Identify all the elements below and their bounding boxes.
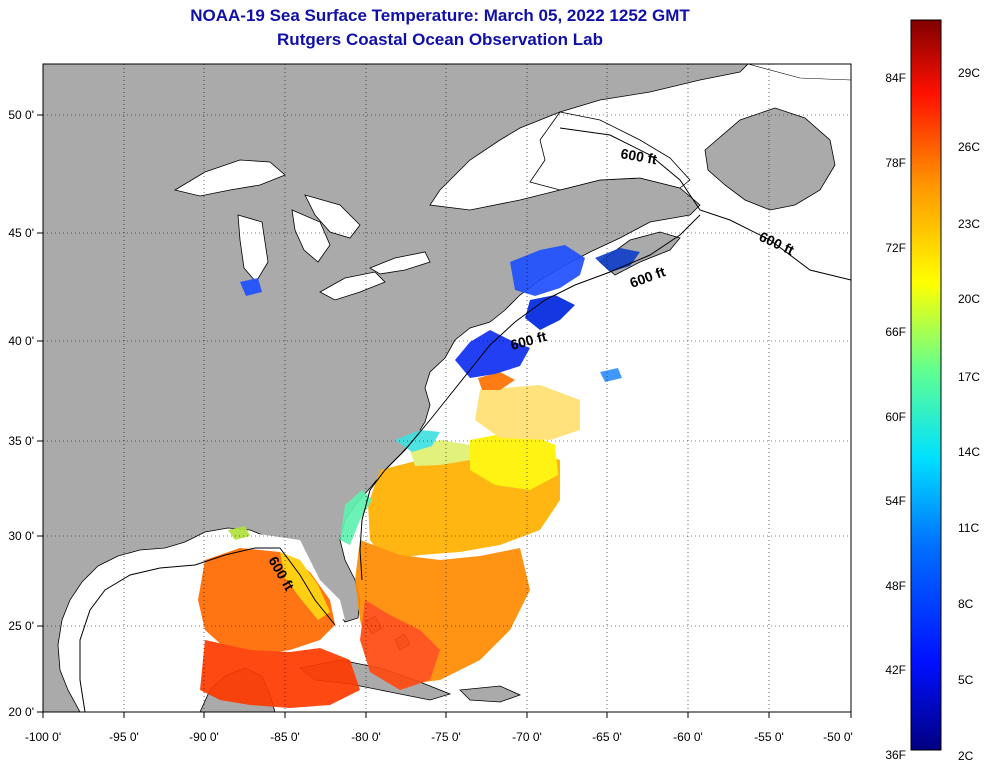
- lon-tick-label: -75 0': [431, 730, 461, 744]
- longitude-axis: -100 0' -95 0' -90 0' -85 0' -80 0' -75 …: [25, 712, 853, 744]
- lon-tick-label: -65 0': [592, 730, 622, 744]
- f-label: 84F: [885, 71, 906, 85]
- c-label: 29C: [958, 66, 980, 80]
- c-label: 26C: [958, 140, 980, 154]
- lon-tick-label: -55 0': [754, 730, 784, 744]
- lon-tick-label: -70 0': [512, 730, 542, 744]
- c-label: 20C: [958, 292, 980, 306]
- c-label: 2C: [958, 749, 974, 763]
- f-label: 54F: [885, 494, 906, 508]
- c-label: 8C: [958, 597, 974, 611]
- land-newfoundland: [704, 107, 836, 211]
- lat-tick-label: 25 0': [8, 619, 34, 633]
- lon-tick-label: -85 0': [270, 730, 300, 744]
- c-label: 14C: [958, 445, 980, 459]
- lon-tick-label: -80 0': [351, 730, 381, 744]
- f-label: 48F: [885, 579, 906, 593]
- lon-tick-label: -50 0': [823, 730, 853, 744]
- lat-tick-label: 40 0': [8, 334, 34, 348]
- isobath-label: 600 ft: [619, 145, 658, 167]
- graticule: [43, 64, 851, 712]
- lat-tick-label: 20 0': [8, 705, 34, 719]
- great-lakes: [173, 159, 431, 301]
- colorbar-gradient: [910, 19, 942, 751]
- lat-tick-label: 35 0': [8, 434, 34, 448]
- f-label: 66F: [885, 325, 906, 339]
- lon-tick-label: -100 0': [25, 730, 61, 744]
- lat-tick-label: 45 0': [8, 226, 34, 240]
- f-label: 42F: [885, 663, 906, 677]
- isobath-600ft: [79, 127, 851, 712]
- f-label: 60F: [885, 410, 906, 424]
- f-label: 72F: [885, 241, 906, 255]
- lon-tick-label: -60 0': [673, 730, 703, 744]
- lon-tick-label: -90 0': [189, 730, 219, 744]
- c-label: 17C: [958, 370, 980, 384]
- gulf-of-st-lawrence: [529, 111, 691, 191]
- map-title: NOAA-19 Sea Surface Temperature: March 0…: [190, 6, 690, 25]
- colorbar: 84F 78F 72F 66F 60F 54F 48F 42F 36F 29C …: [885, 19, 980, 763]
- map-frame: [42, 63, 852, 713]
- lon-tick-label: -95 0': [109, 730, 139, 744]
- c-label: 23C: [958, 217, 980, 231]
- c-label: 5C: [958, 673, 974, 687]
- f-label: 36F: [885, 748, 906, 762]
- c-label: 11C: [958, 521, 979, 535]
- northern-bay: [747, 64, 851, 81]
- colorbar-fahrenheit: 84F 78F 72F 66F 60F 54F 48F 42F 36F: [885, 71, 906, 762]
- f-label: 78F: [885, 156, 906, 170]
- latitude-axis: 20 0' 25 0' 30 0' 35 0' 40 0' 45 0' 50 0…: [8, 108, 43, 719]
- lat-tick-label: 50 0': [8, 108, 34, 122]
- lat-tick-label: 30 0': [8, 529, 34, 543]
- colorbar-celsius: 29C 26C 23C 20C 17C 14C 11C 8C 5C 2C: [958, 66, 980, 763]
- map-subtitle: Rutgers Coastal Ocean Observation Lab: [277, 30, 603, 49]
- sst-data: [198, 245, 640, 708]
